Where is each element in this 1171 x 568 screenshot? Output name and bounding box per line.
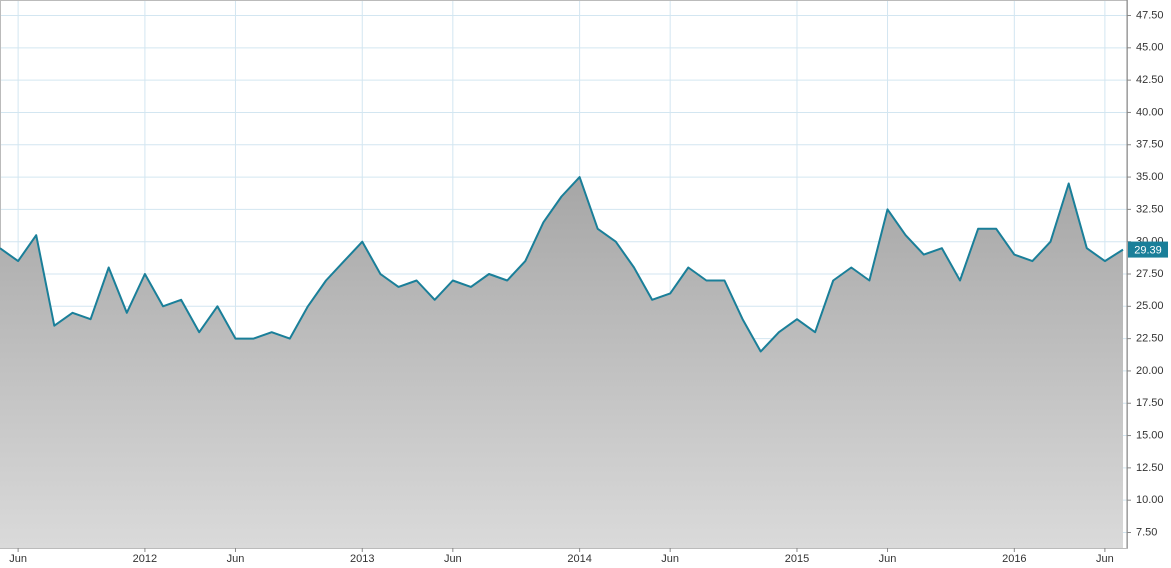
y-tick-label: 42.50 bbox=[1136, 74, 1164, 86]
x-tick-label: Jun bbox=[1096, 553, 1114, 565]
y-tick-label: 17.50 bbox=[1136, 397, 1164, 409]
y-tick-label: 12.50 bbox=[1136, 462, 1164, 474]
y-tick-label: 20.00 bbox=[1136, 365, 1164, 377]
y-tick-label: 40.00 bbox=[1136, 106, 1164, 118]
x-tick-label: Jun bbox=[444, 553, 462, 565]
x-tick-label: 2013 bbox=[350, 553, 374, 565]
x-tick-label: Jun bbox=[9, 553, 27, 565]
line bbox=[0, 176, 1124, 353]
area bbox=[0, 177, 1123, 548]
x-tick-label: Jun bbox=[227, 553, 245, 565]
y-tick-label: 22.50 bbox=[1136, 333, 1164, 345]
y-tick-label: 10.00 bbox=[1136, 494, 1164, 506]
last-value-box bbox=[1128, 241, 1168, 258]
y-tick-label: 47.50 bbox=[1136, 9, 1164, 21]
x-tick-label: 2014 bbox=[567, 553, 591, 565]
y-tick-label: 15.00 bbox=[1136, 429, 1164, 441]
x-tick-label: Jun bbox=[661, 553, 679, 565]
y-tick-label: 35.00 bbox=[1136, 171, 1164, 183]
y-tick-label: 45.00 bbox=[1136, 42, 1164, 54]
x-tick-label: 2016 bbox=[1002, 553, 1026, 565]
x-tick-label: 2012 bbox=[133, 553, 157, 565]
y-tick-label: 7.50 bbox=[1136, 526, 1157, 538]
y-tick-label: 27.50 bbox=[1136, 268, 1164, 280]
y-tick-label: 32.50 bbox=[1136, 203, 1164, 215]
x-tick-label: 2015 bbox=[785, 553, 809, 565]
last-value-label: 29.39 bbox=[1134, 244, 1162, 256]
x-tick-label: Jun bbox=[879, 553, 897, 565]
y-tick-label: 25.00 bbox=[1136, 300, 1164, 312]
y-tick-label: 37.50 bbox=[1136, 139, 1164, 151]
